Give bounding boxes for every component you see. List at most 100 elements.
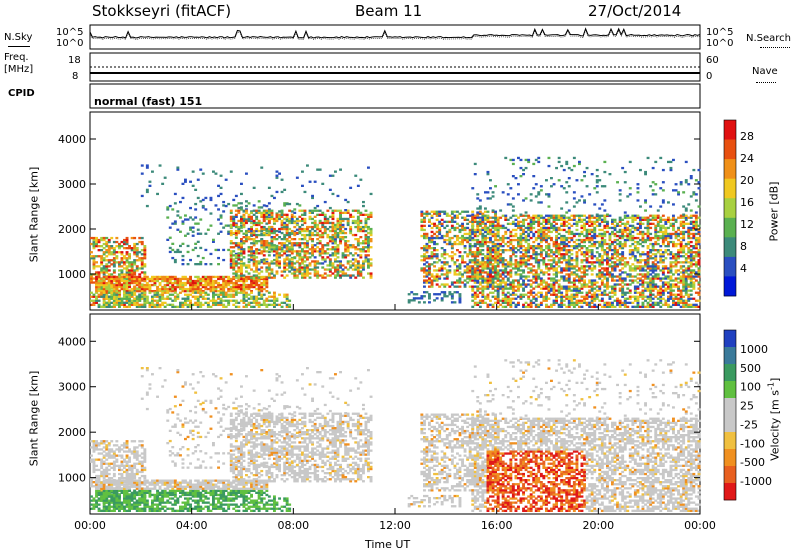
power-cell-4933 [636, 259, 640, 262]
power-cell-4405 [585, 232, 589, 236]
power-cell-3849 [537, 267, 541, 270]
power-cell-4512 [595, 247, 599, 250]
power-cell-2714 [435, 218, 439, 221]
power-cell-341 [133, 251, 137, 254]
power-cell-2504 [204, 196, 208, 200]
power-cell-1324 [240, 263, 243, 266]
power-cell-1523 [242, 262, 246, 265]
power-cell-4570 [600, 238, 604, 242]
power-cell-2760 [443, 240, 447, 244]
power-cell-2436 [367, 258, 370, 261]
power-cell-3692 [522, 259, 525, 262]
power-cell-4548 [600, 305, 604, 308]
power-cell-3330 [486, 226, 490, 230]
power-cell-1073 [214, 301, 218, 304]
power-cell-4900 [633, 279, 637, 282]
power-cell-265 [125, 301, 129, 304]
power-cell-36 [95, 299, 98, 302]
power-cell-3163 [471, 218, 475, 221]
power-cell-1360 [260, 260, 264, 264]
power-cell-176 [112, 295, 116, 298]
power-cell-4615 [606, 279, 609, 282]
power-cell-1447 [232, 262, 236, 265]
power-cell-2846 [456, 222, 459, 225]
power-cell-357 [135, 259, 139, 262]
power-cell-3963 [547, 273, 551, 276]
power-cell-3216 [476, 251, 480, 254]
power-cell-4785 [621, 251, 625, 254]
power-cell-3673 [519, 228, 523, 232]
power-cell-3518 [504, 230, 508, 234]
power-cell-2026 [308, 231, 312, 235]
power-cell-4266 [572, 245, 576, 248]
power-cell-2780 [445, 230, 449, 234]
power-cell-4474 [593, 299, 597, 302]
power-cell-2416 [364, 250, 368, 253]
power-cell-4070 [555, 214, 558, 217]
power-cell-3394 [494, 265, 497, 268]
power-cell-3292 [484, 257, 487, 260]
power-cell-3595 [511, 222, 515, 225]
power-cell-1163 [262, 301, 266, 304]
power-cell-2494 [191, 184, 195, 187]
power-cell-3557 [509, 271, 513, 274]
power-cell-1146 [252, 295, 256, 298]
power-cell-2074 [316, 270, 320, 273]
power-cell-2466 [369, 213, 373, 216]
power-cell-423 [143, 245, 147, 248]
power-cell-2808 [450, 226, 454, 230]
power-cell-2933 [468, 253, 472, 256]
power-cell-3279 [481, 216, 485, 219]
power-cell-3272 [481, 234, 485, 238]
power-cell-1099 [227, 301, 231, 304]
power-cell-4944 [636, 216, 640, 219]
power-cell-3085 [491, 265, 495, 268]
power-cell-2399 [362, 266, 365, 269]
power-cell-2306 [346, 240, 350, 243]
power-cell-4423 [588, 255, 592, 258]
power-cell-1955 [301, 262, 304, 265]
power-cell-827 [252, 279, 256, 283]
power-cell-4954 [639, 269, 642, 272]
power-cell-4211 [567, 245, 571, 248]
power-cell-3639 [517, 245, 520, 248]
power-cell-4660 [611, 305, 614, 308]
power-cell-1260 [194, 208, 198, 211]
power-cell-2304 [346, 246, 350, 249]
power-cell-3515 [504, 242, 508, 246]
power-cell-691 [199, 283, 203, 287]
power-cell-3413 [496, 295, 500, 298]
power-cell-2078 [316, 250, 320, 253]
power-cell-4503 [595, 289, 599, 292]
power-cell-221 [118, 263, 121, 266]
power-cell-4587 [603, 275, 607, 278]
power-cell-2948 [471, 279, 475, 282]
power-cell-1143 [252, 301, 256, 304]
power-cell-3536 [506, 263, 510, 266]
power-cell-648 [181, 275, 185, 279]
power-cell-2685 [433, 255, 436, 258]
power-cell-4340 [580, 265, 584, 268]
power-cell-1643 [257, 219, 261, 223]
power-cell-1297 [219, 214, 223, 217]
power-cell-4955 [639, 267, 642, 270]
power-cell-4403 [585, 236, 589, 240]
power-cell-288 [125, 240, 129, 244]
power-cell-1610 [255, 270, 259, 273]
power-cell-4544 [598, 222, 602, 225]
power-cell-2233 [336, 231, 340, 235]
power-cell-3351 [489, 253, 492, 256]
power-cell-4020 [552, 273, 556, 276]
power-cell-1689 [265, 258, 269, 261]
power-cell-4247 [572, 305, 576, 308]
power-cell-3242 [478, 230, 482, 234]
power-cell-4918 [636, 305, 640, 308]
power-cell-1984 [303, 244, 307, 247]
power-cell-2721 [438, 269, 442, 272]
power-cell-281 [125, 261, 129, 264]
power-cell-4642 [608, 285, 612, 288]
power-cell-4697 [613, 275, 617, 278]
power-cell-632 [176, 283, 180, 287]
power-cell-185 [112, 263, 116, 266]
power-cell-2296 [344, 211, 348, 214]
